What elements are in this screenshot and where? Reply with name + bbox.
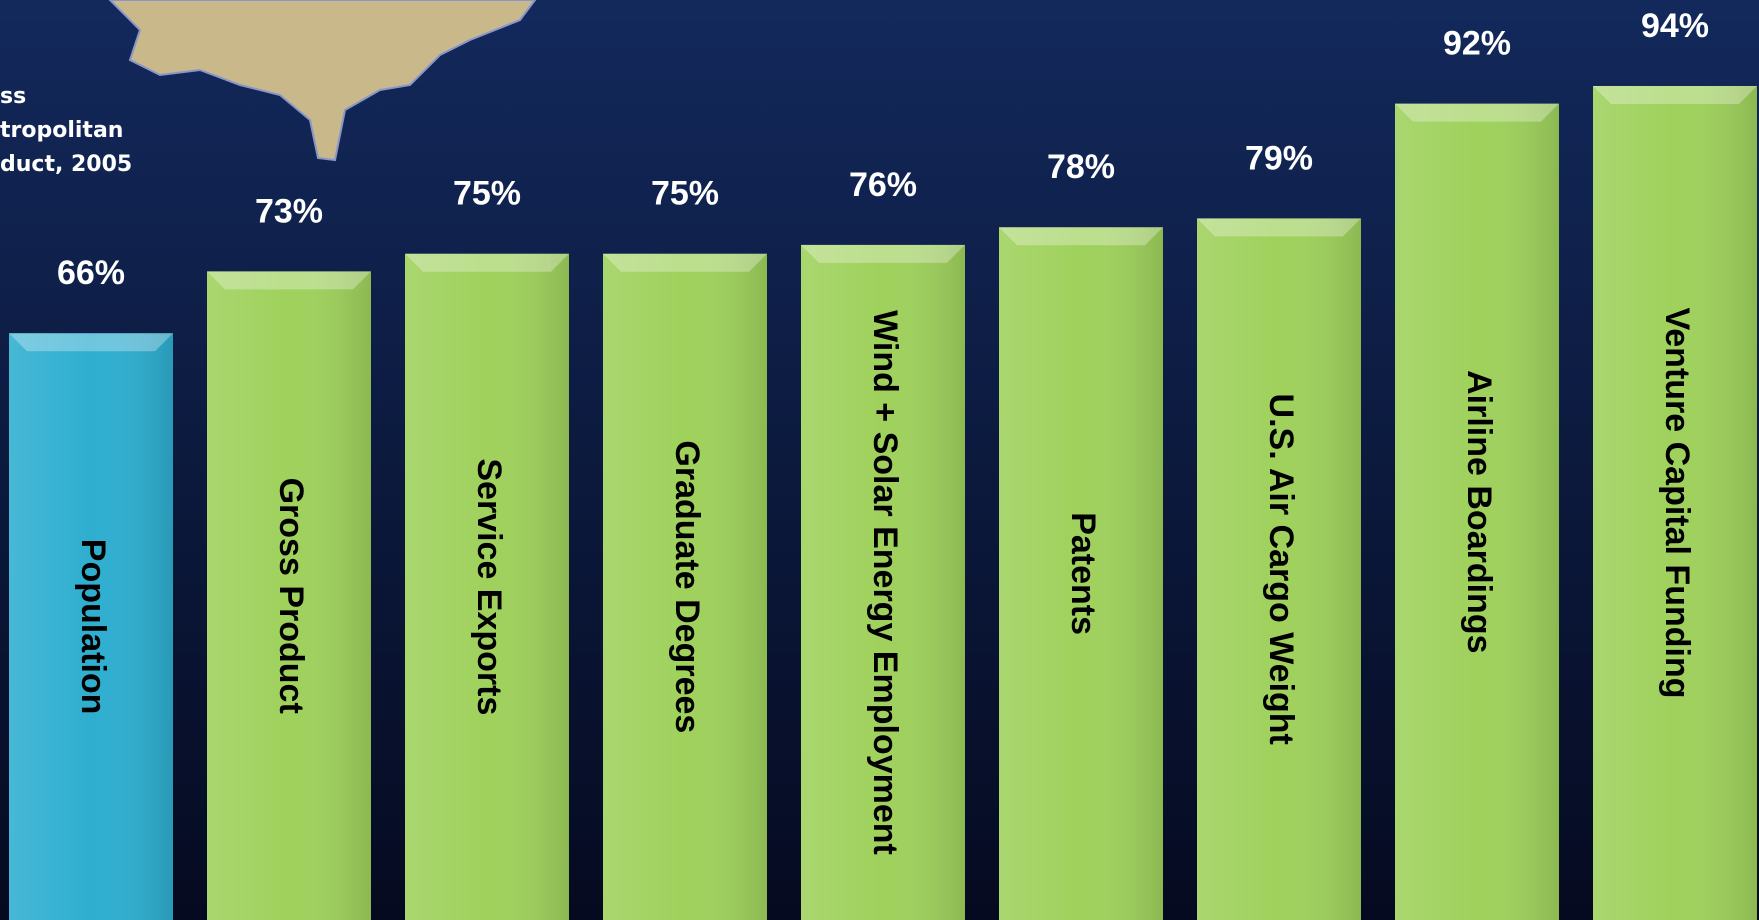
value-label: 94% <box>1641 7 1709 45</box>
bar-bevel <box>1197 218 1361 237</box>
bar-bevel <box>405 253 569 272</box>
annotation: tropolitan <box>0 118 123 143</box>
category-label: Service Exports <box>470 458 508 715</box>
value-label: 66% <box>57 254 125 292</box>
category-label: Gross Product <box>272 478 310 714</box>
value-label: 76% <box>849 166 917 204</box>
value-label: 78% <box>1047 148 1115 186</box>
bar-bevel <box>801 244 965 263</box>
annotation: ss <box>0 84 26 109</box>
bar-bevel <box>9 333 173 352</box>
bar-shade <box>405 253 569 920</box>
map-decoration <box>108 0 537 162</box>
value-label: 79% <box>1245 139 1313 177</box>
bar-bevel <box>999 227 1163 246</box>
bar-bevel <box>1593 85 1757 104</box>
bar-shade <box>207 271 371 920</box>
value-label: 92% <box>1443 25 1511 63</box>
bar-shade <box>1395 103 1559 920</box>
bar-shade <box>9 333 173 920</box>
category-label: Patents <box>1064 512 1102 635</box>
category-label: Graduate Degrees <box>668 440 706 733</box>
bar-shade <box>603 253 767 920</box>
value-label: 75% <box>651 175 719 213</box>
category-label: Wind + Solar Energy Employment <box>866 310 904 855</box>
bar-shade <box>1593 85 1757 920</box>
category-label: Airline Boardings <box>1460 370 1498 653</box>
bar-bevel <box>603 253 767 272</box>
category-label: U.S. Air Cargo Weight <box>1262 394 1300 745</box>
category-label: Venture Capital Funding <box>1658 307 1696 698</box>
bar-bevel <box>207 271 371 290</box>
bar-shade <box>801 244 965 920</box>
bar-bevel <box>1395 103 1559 122</box>
category-label: Population <box>74 539 112 715</box>
value-label: 73% <box>255 192 323 230</box>
bar-shade <box>1197 218 1361 920</box>
annotation: duct, 2005 <box>0 152 132 177</box>
bar-shade <box>999 227 1163 920</box>
value-label: 75% <box>453 175 521 213</box>
